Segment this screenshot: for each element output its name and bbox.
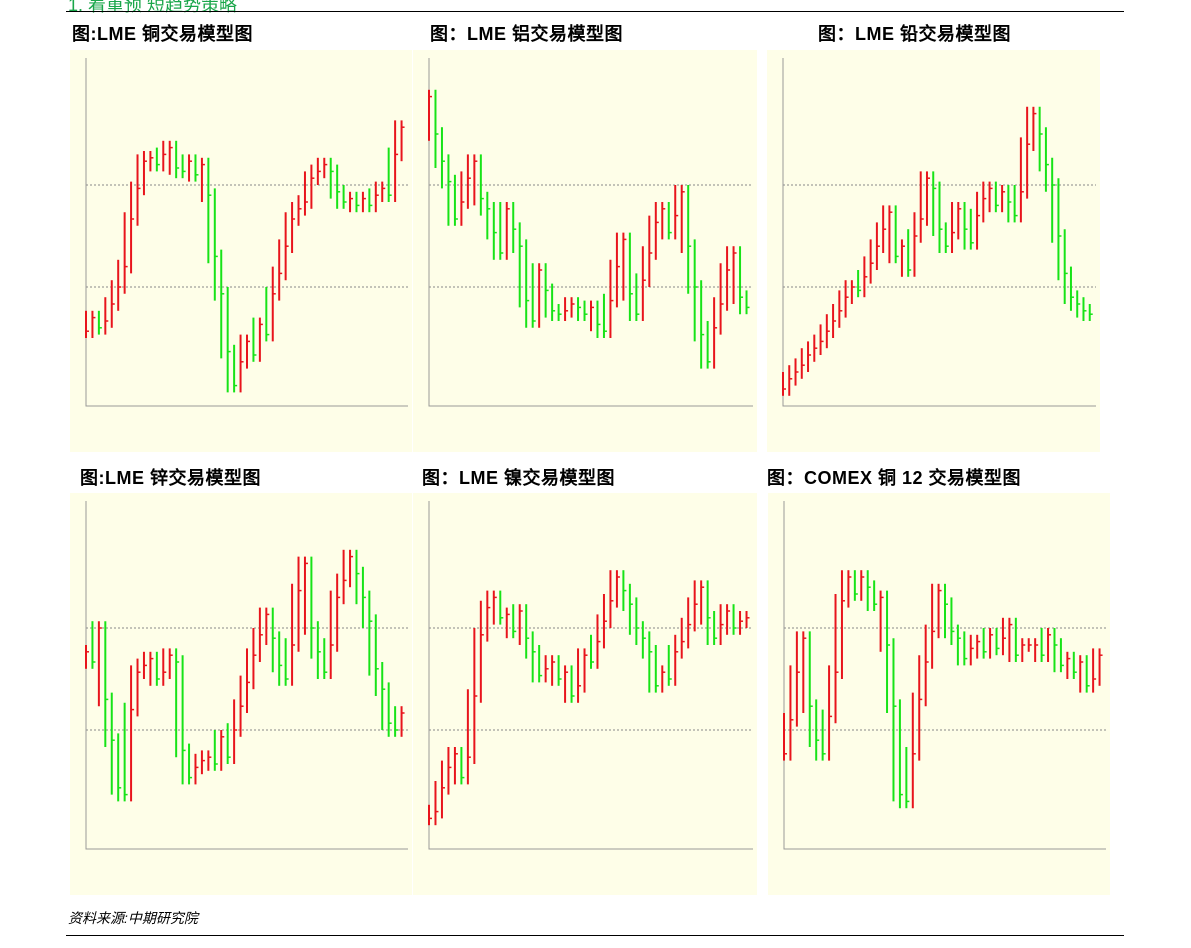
chart-svg-comex-copper: [783, 501, 1106, 850]
chart-svg-lme-zinc: [85, 501, 408, 850]
chart-svg-lme-copper: [85, 58, 408, 407]
chart-title-lme-aluminum: 图：LME 铝交易模型图: [430, 24, 623, 44]
bottom-rule: [66, 935, 1124, 936]
top-rule: [66, 11, 1124, 12]
chart-panel-lme-nickel: [413, 493, 757, 895]
chart-title-lme-zinc: 图:LME 锌交易模型图: [80, 468, 261, 488]
axis: [782, 58, 1096, 407]
chart-svg-lme-lead: [782, 58, 1096, 407]
axis: [783, 501, 1106, 850]
chart-title-comex-copper: 图：COMEX 铜 12 交易模型图: [767, 468, 1022, 488]
chart-panel-lme-zinc: [70, 493, 412, 895]
chart-title-lme-lead: 图：LME 铅交易模型图: [818, 24, 1011, 44]
chart-panel-lme-aluminum: [413, 50, 757, 452]
section-heading: 1. 着重预 短趋势策略: [68, 0, 238, 15]
axis: [85, 501, 408, 850]
chart-title-lme-copper: 图:LME 铜交易模型图: [72, 24, 253, 44]
chart-panel-lme-copper: [70, 50, 412, 452]
axis: [428, 501, 753, 850]
chart-panel-lme-lead: [767, 50, 1100, 452]
chart-svg-lme-aluminum: [428, 58, 753, 407]
axis: [428, 58, 753, 407]
chart-title-lme-nickel: 图：LME 镍交易模型图: [422, 468, 615, 488]
source-note: 资料来源:中期研究院: [68, 910, 198, 926]
chart-panel-comex-copper: [768, 493, 1110, 895]
chart-svg-lme-nickel: [428, 501, 753, 850]
axis: [85, 58, 408, 407]
